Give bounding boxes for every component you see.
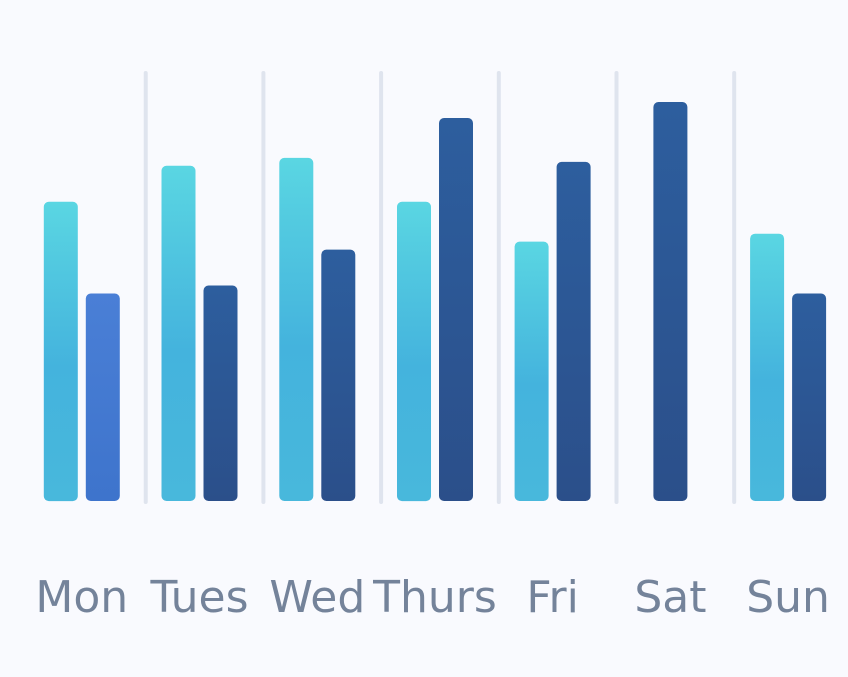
bar-sat-series-2 xyxy=(653,102,688,501)
grid-separators xyxy=(143,71,737,504)
x-tick-label: Tues xyxy=(149,572,248,623)
bar-wed-series-1 xyxy=(279,157,314,501)
separator-line xyxy=(496,71,501,504)
separator-line xyxy=(261,71,266,504)
bars-layer xyxy=(43,102,827,502)
x-tick-label: Sun xyxy=(746,572,830,623)
bar-mon-series-2 xyxy=(85,293,120,501)
bar-sun-series-2 xyxy=(792,293,827,501)
bar-tues-series-2 xyxy=(203,285,238,501)
x-tick-label: Wed xyxy=(269,572,365,623)
separator-line xyxy=(379,71,384,504)
x-axis-tick-labels: Mon Tues Wed Thurs Fri Sat Sun xyxy=(35,572,830,623)
x-tick-label: Fri xyxy=(526,572,578,623)
bar-thurs-series-1 xyxy=(397,201,431,502)
x-tick-label: Sat xyxy=(634,572,706,623)
bar-wed-series-2 xyxy=(321,249,356,501)
separator-line xyxy=(732,71,737,504)
bar-sun-series-1 xyxy=(750,233,785,501)
bar-fri-series-1 xyxy=(514,241,549,501)
bar-thurs-series-2 xyxy=(439,118,473,501)
bar-fri-series-2 xyxy=(556,161,591,501)
bar-tues-series-1 xyxy=(161,165,196,502)
x-tick-label: Thurs xyxy=(372,572,497,623)
separator-line xyxy=(614,71,619,504)
bar-mon-series-1 xyxy=(43,201,78,502)
x-tick-label: Mon xyxy=(35,572,128,623)
separator-line xyxy=(143,71,148,504)
